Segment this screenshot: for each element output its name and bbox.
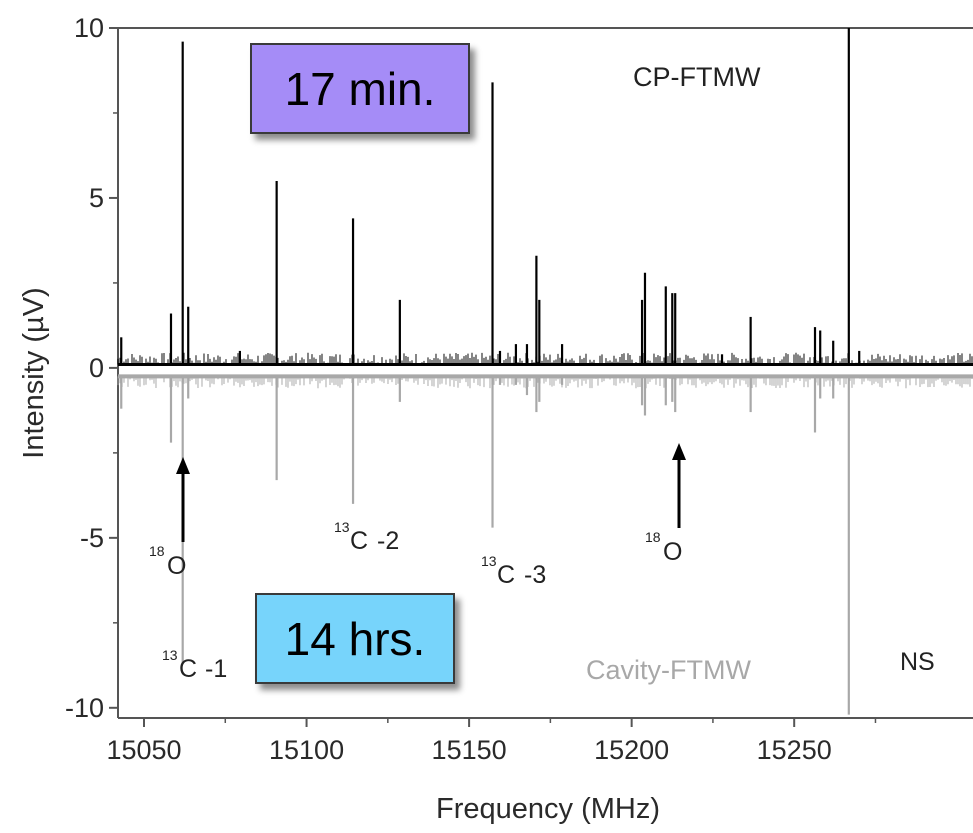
series-cp-ftmw: [117, 28, 973, 367]
series-noise: [117, 376, 973, 389]
y-tick-label: 0: [89, 353, 104, 383]
annotation-18o-right-sup: 18: [645, 529, 661, 545]
y-axis-title: Intensity (µV): [18, 287, 50, 458]
x-tick-label: 15150: [432, 735, 507, 765]
annotation-18o-right-base: O: [663, 538, 682, 566]
y-tick-label: -10: [65, 693, 104, 723]
x-tick-label: 15100: [269, 735, 344, 765]
annotation-13c-3-base: C: [497, 561, 515, 589]
series-label-cp-ftmw: CP-FTMW: [633, 62, 761, 92]
annotation-13c-1-base: C: [179, 655, 197, 683]
annotation-13c-1-num: -1: [205, 655, 227, 683]
x-tick-label: 15050: [106, 735, 181, 765]
annotation-13c-3-sup: 13: [481, 553, 497, 569]
annotation-18o-left-sup: 18: [149, 543, 165, 559]
y-tick-label: -5: [80, 523, 104, 553]
annotation-13c-2-base: C: [350, 527, 368, 555]
x-tick-label: 15200: [594, 735, 669, 765]
series-cavity-ftmw: [117, 374, 973, 715]
y-tick-label: 10: [74, 13, 104, 43]
series-label-cavity-ftmw: Cavity-FTMW: [586, 655, 751, 685]
y-tick-label: 5: [89, 183, 104, 213]
badge-14-hrs: 14 hrs.: [255, 593, 455, 684]
annotation-13c-2-num: -2: [377, 527, 399, 555]
annotation-ns: NS: [900, 648, 935, 676]
badge-17-min: 17 min.: [250, 43, 470, 134]
arrow-18o-right: [672, 443, 686, 528]
axes: [117, 27, 973, 719]
annotation-18o-left-base: O: [167, 552, 186, 580]
arrow-18o-left: [176, 457, 190, 542]
x-axis-title: Frequency (MHz): [436, 793, 660, 825]
series-noise: [117, 352, 973, 365]
x-tick-label: 15250: [757, 735, 832, 765]
annotation-13c-1-sup: 13: [162, 647, 178, 663]
annotation-13c-2-sup: 13: [334, 519, 350, 535]
annotation-13c-3-num: -3: [524, 561, 546, 589]
